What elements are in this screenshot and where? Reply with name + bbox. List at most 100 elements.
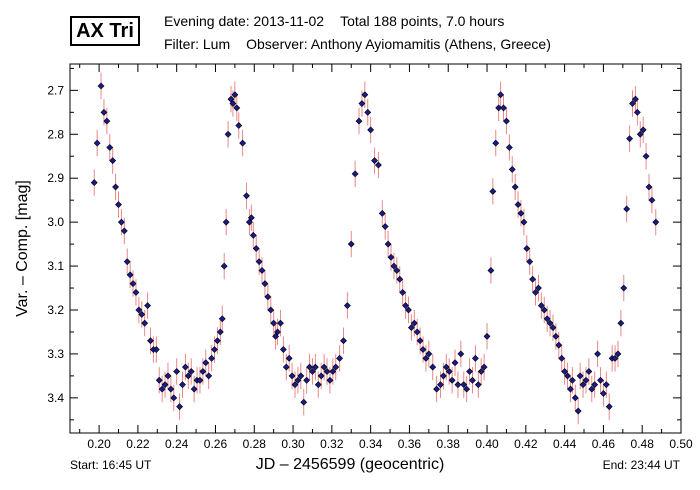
data-point xyxy=(161,381,169,389)
x-tick-label: 0.42 xyxy=(514,437,538,451)
x-tick-label: 0.22 xyxy=(126,437,150,451)
data-point xyxy=(229,100,237,107)
x-tick-label: 0.40 xyxy=(475,437,499,451)
data-point xyxy=(211,346,218,353)
data-point xyxy=(429,363,437,371)
data-point xyxy=(529,275,537,283)
data-point xyxy=(633,108,641,116)
data-point xyxy=(208,354,216,362)
y-tick-label: 2.7 xyxy=(47,83,64,97)
data-point xyxy=(297,372,305,380)
data-point xyxy=(555,341,563,349)
data-point xyxy=(543,315,551,323)
data-point xyxy=(320,363,328,371)
data-point xyxy=(605,403,613,411)
data-point xyxy=(568,376,576,384)
data-point xyxy=(216,328,224,336)
data-point xyxy=(311,363,319,371)
x-tick-label: 0.48 xyxy=(631,437,655,451)
chart-title-box: AX Tri xyxy=(70,16,140,46)
observer-label: Observer: Anthony Ayiomamitis (Athens, G… xyxy=(246,36,551,52)
data-point xyxy=(480,363,488,371)
data-point xyxy=(224,130,232,138)
data-point xyxy=(396,275,404,283)
y-axis-label: Var. – Comp. [mag] xyxy=(14,180,31,317)
x-tick-label: 0.46 xyxy=(592,437,616,451)
data-point xyxy=(471,354,479,362)
data-point xyxy=(247,214,255,222)
data-point xyxy=(611,354,619,362)
data-point xyxy=(652,218,660,226)
data-point xyxy=(264,293,272,301)
data-point xyxy=(477,368,485,375)
data-point xyxy=(126,271,134,279)
data-point xyxy=(390,262,398,270)
data-point xyxy=(517,209,525,217)
data-point xyxy=(309,368,316,375)
data-point xyxy=(425,350,433,358)
data-point xyxy=(181,363,189,371)
data-point xyxy=(648,196,656,204)
data-point xyxy=(90,179,98,187)
data-point xyxy=(617,319,625,327)
data-point xyxy=(374,161,382,169)
data-point xyxy=(317,372,325,380)
data-point xyxy=(314,381,322,389)
start-time: Start: 16:45 UT xyxy=(70,458,152,472)
data-point xyxy=(445,368,453,375)
data-point xyxy=(132,289,140,296)
data-point xyxy=(631,95,639,103)
data-point xyxy=(546,319,554,327)
data-point xyxy=(326,376,334,384)
data-point xyxy=(220,262,228,270)
data-point xyxy=(402,302,409,310)
data-point xyxy=(500,104,507,112)
data-point xyxy=(199,368,207,375)
data-point xyxy=(558,354,566,362)
x-tick-label: 0.34 xyxy=(359,437,383,451)
data-point xyxy=(599,390,607,397)
data-point xyxy=(233,104,241,112)
end-time: End: 23:44 UT xyxy=(602,458,680,472)
data-point xyxy=(300,398,308,406)
data-point xyxy=(239,139,247,147)
data-point xyxy=(261,280,269,288)
data-point xyxy=(576,372,584,380)
data-point xyxy=(213,337,221,345)
data-point xyxy=(340,337,347,345)
data-point xyxy=(597,376,604,384)
data-point xyxy=(288,372,296,380)
data-point xyxy=(135,306,143,314)
data-point xyxy=(433,385,441,393)
data-point xyxy=(144,302,152,310)
data-point xyxy=(623,205,631,213)
x-tick-label: 0.20 xyxy=(87,437,111,451)
data-point xyxy=(489,187,497,195)
data-point xyxy=(235,122,243,129)
data-point xyxy=(332,363,340,371)
plot-frame xyxy=(69,63,682,434)
data-point xyxy=(103,117,111,125)
data-point xyxy=(303,376,311,384)
data-point xyxy=(347,240,355,248)
data-point xyxy=(277,319,284,327)
data-point xyxy=(629,100,636,107)
data-point xyxy=(231,91,239,99)
data-point xyxy=(255,258,263,266)
x-tick-label: 0.24 xyxy=(165,437,189,451)
data-point xyxy=(196,376,204,384)
data-point xyxy=(422,354,430,362)
total-points: Total 188 points, 7.0 hours xyxy=(340,13,505,29)
data-point xyxy=(258,267,266,274)
x-tick-label: 0.28 xyxy=(243,437,267,451)
data-point xyxy=(218,315,226,323)
y-tick-label: 3.0 xyxy=(47,215,64,229)
data-point xyxy=(448,376,456,384)
data-point xyxy=(100,108,108,116)
data-point xyxy=(497,91,505,99)
data-point xyxy=(329,368,337,375)
data-point xyxy=(387,253,395,261)
data-point xyxy=(508,166,516,173)
data-point xyxy=(361,91,369,99)
data-point xyxy=(460,381,468,389)
